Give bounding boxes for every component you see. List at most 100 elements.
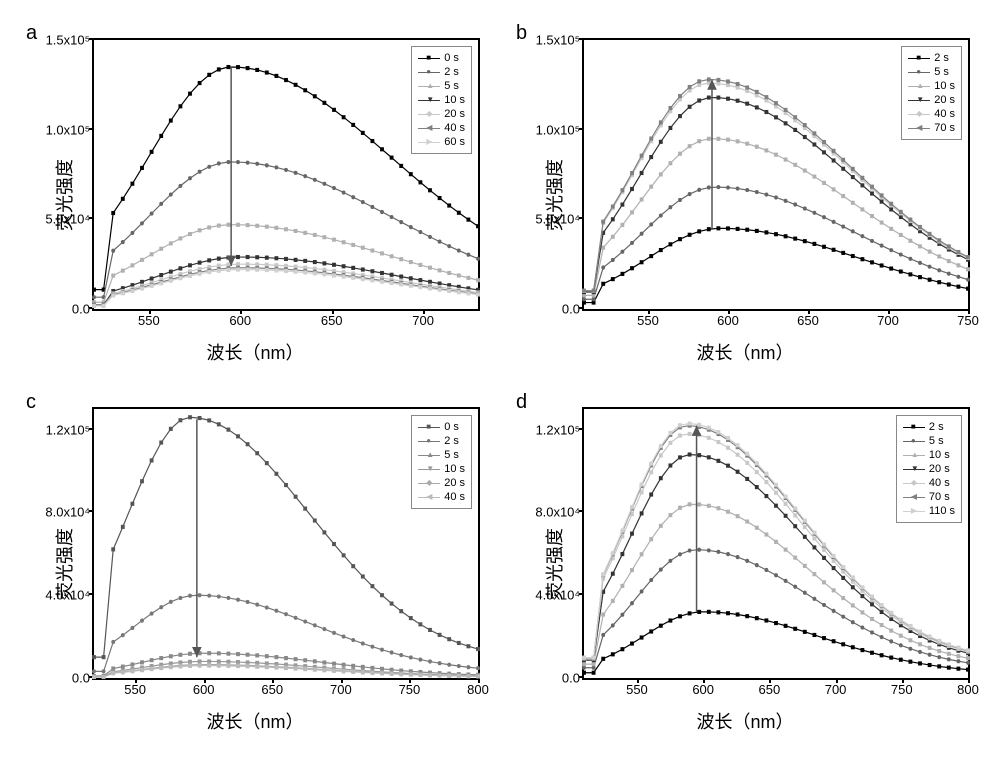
legend-label: 0 s <box>444 52 459 64</box>
legend: ■2 s●5 s▲10 s▼20 s◆40 s◀70 s▶110 s <box>896 415 962 523</box>
legend-label: 20 s <box>929 463 950 475</box>
legend-item: ◀70 s <box>908 121 955 135</box>
x-tick-label: 800 <box>467 682 489 697</box>
panel-d: d 0.04.0x10⁴8.0x10⁴1.2x10⁵550600650700750… <box>510 389 980 738</box>
legend-item: ●5 s <box>903 434 955 448</box>
legend-label: 10 s <box>444 94 465 106</box>
legend-item: ▼10 s <box>418 93 465 107</box>
x-tick-label: 550 <box>138 313 160 328</box>
y-tick-label: 1.0x10⁵ <box>536 122 580 137</box>
legend-item: ●2 s <box>418 434 465 448</box>
x-tick-label: 700 <box>877 313 899 328</box>
legend-item: ▲10 s <box>903 448 955 462</box>
legend-label: 40 s <box>444 122 465 134</box>
y-tick-label: 0.0 <box>72 302 90 317</box>
legend-label: 2 s <box>444 435 459 447</box>
legend-label: 2 s <box>444 66 459 78</box>
plot-area: 0.05.0x10⁴1.0x10⁵1.5x10⁵550600650700■0 s… <box>92 38 480 311</box>
legend-label: 20 s <box>934 94 955 106</box>
x-tick-label: 600 <box>193 682 215 697</box>
legend-item: ▼10 s <box>418 462 465 476</box>
x-tick-label: 700 <box>330 682 352 697</box>
legend-item: ▲5 s <box>418 448 465 462</box>
panel-a: a 0.05.0x10⁴1.0x10⁵1.5x10⁵550600650700■0 … <box>20 20 490 369</box>
panel-label: a <box>26 22 37 45</box>
legend-label: 5 s <box>934 66 949 78</box>
x-tick-label: 550 <box>626 682 648 697</box>
legend-label: 40 s <box>934 108 955 120</box>
x-tick-label: 550 <box>637 313 659 328</box>
x-tick-label: 700 <box>412 313 434 328</box>
x-tick-label: 650 <box>797 313 819 328</box>
legend-label: 70 s <box>934 122 955 134</box>
legend-label: 2 s <box>929 421 944 433</box>
panel-label: d <box>516 391 527 414</box>
x-tick-label: 600 <box>229 313 251 328</box>
x-axis-label: 波长（nm） <box>206 339 303 365</box>
y-tick-label: 1.5x10⁵ <box>46 33 90 48</box>
legend-item: ▲5 s <box>418 79 465 93</box>
legend-item: ■0 s <box>418 51 465 65</box>
y-axis-label: 荧光强度 <box>541 159 567 231</box>
legend-item: ▶110 s <box>903 504 955 518</box>
legend-item: ◆40 s <box>903 476 955 490</box>
legend-label: 0 s <box>444 421 459 433</box>
x-tick-label: 750 <box>399 682 421 697</box>
panel-b: b0.05.0x10⁴1.0x10⁵1.5x10⁵550600650700750… <box>510 20 980 369</box>
y-tick-label: 1.5x10⁵ <box>536 33 580 48</box>
legend-item: ▼20 s <box>903 462 955 476</box>
legend-label: 110 s <box>929 505 955 517</box>
x-axis-label: 波长（nm） <box>696 339 793 365</box>
x-tick-label: 750 <box>891 682 913 697</box>
x-axis-label: 波长（nm） <box>206 708 303 734</box>
x-tick-label: 700 <box>825 682 847 697</box>
legend-label: 5 s <box>444 449 459 461</box>
legend-item: ◀40 s <box>418 490 465 504</box>
x-tick-label: 650 <box>759 682 781 697</box>
y-tick-label: 8.0x10⁴ <box>45 505 90 520</box>
legend-label: 10 s <box>934 80 955 92</box>
figure-grid: a 0.05.0x10⁴1.0x10⁵1.5x10⁵550600650700■0 … <box>20 20 980 738</box>
x-tick-label: 750 <box>957 313 979 328</box>
legend-item: ◀70 s <box>903 490 955 504</box>
legend-item: ●2 s <box>418 65 465 79</box>
x-tick-label: 550 <box>124 682 146 697</box>
legend-item: ▼20 s <box>908 93 955 107</box>
legend: ■2 s●5 s▲10 s▼20 s◆40 s◀70 s <box>901 46 962 140</box>
legend-item: ■2 s <box>903 420 955 434</box>
y-tick-label: 0.0 <box>72 671 90 686</box>
x-axis-label: 波长（nm） <box>696 708 793 734</box>
legend-item: ◆20 s <box>418 476 465 490</box>
y-axis-label: 荧光强度 <box>51 528 77 600</box>
series-curve <box>584 139 968 296</box>
y-tick-label: 8.0x10⁴ <box>535 505 580 520</box>
legend-label: 40 s <box>444 491 465 503</box>
legend-label: 10 s <box>929 449 950 461</box>
legend-label: 20 s <box>444 108 465 120</box>
y-axis-label: 荧光强度 <box>51 159 77 231</box>
legend-label: 5 s <box>444 80 459 92</box>
y-axis-label: 荧光强度 <box>541 528 567 600</box>
legend-label: 40 s <box>929 477 950 489</box>
legend-label: 60 s <box>444 136 465 148</box>
y-tick-label: 1.2x10⁵ <box>46 422 90 437</box>
legend-label: 10 s <box>444 463 465 475</box>
panel-label: c <box>26 391 36 414</box>
legend-item: ▶60 s <box>418 135 465 149</box>
legend-label: 2 s <box>934 52 949 64</box>
x-tick-label: 650 <box>261 682 283 697</box>
legend-item: ■2 s <box>908 51 955 65</box>
legend-item: ◀40 s <box>418 121 465 135</box>
x-tick-label: 800 <box>957 682 979 697</box>
x-tick-label: 600 <box>692 682 714 697</box>
plot-area: 0.04.0x10⁴8.0x10⁴1.2x10⁵5506006507007508… <box>582 407 970 680</box>
legend-label: 20 s <box>444 477 465 489</box>
panel-c: c0.04.0x10⁴8.0x10⁴1.2x10⁵550600650700750… <box>20 389 490 738</box>
y-tick-label: 1.0x10⁵ <box>46 122 90 137</box>
x-tick-label: 650 <box>321 313 343 328</box>
series-curve <box>584 187 968 299</box>
legend-item: ●5 s <box>908 65 955 79</box>
legend-item: ◆40 s <box>908 107 955 121</box>
y-tick-label: 1.2x10⁵ <box>536 422 580 437</box>
panel-label: b <box>516 22 527 45</box>
